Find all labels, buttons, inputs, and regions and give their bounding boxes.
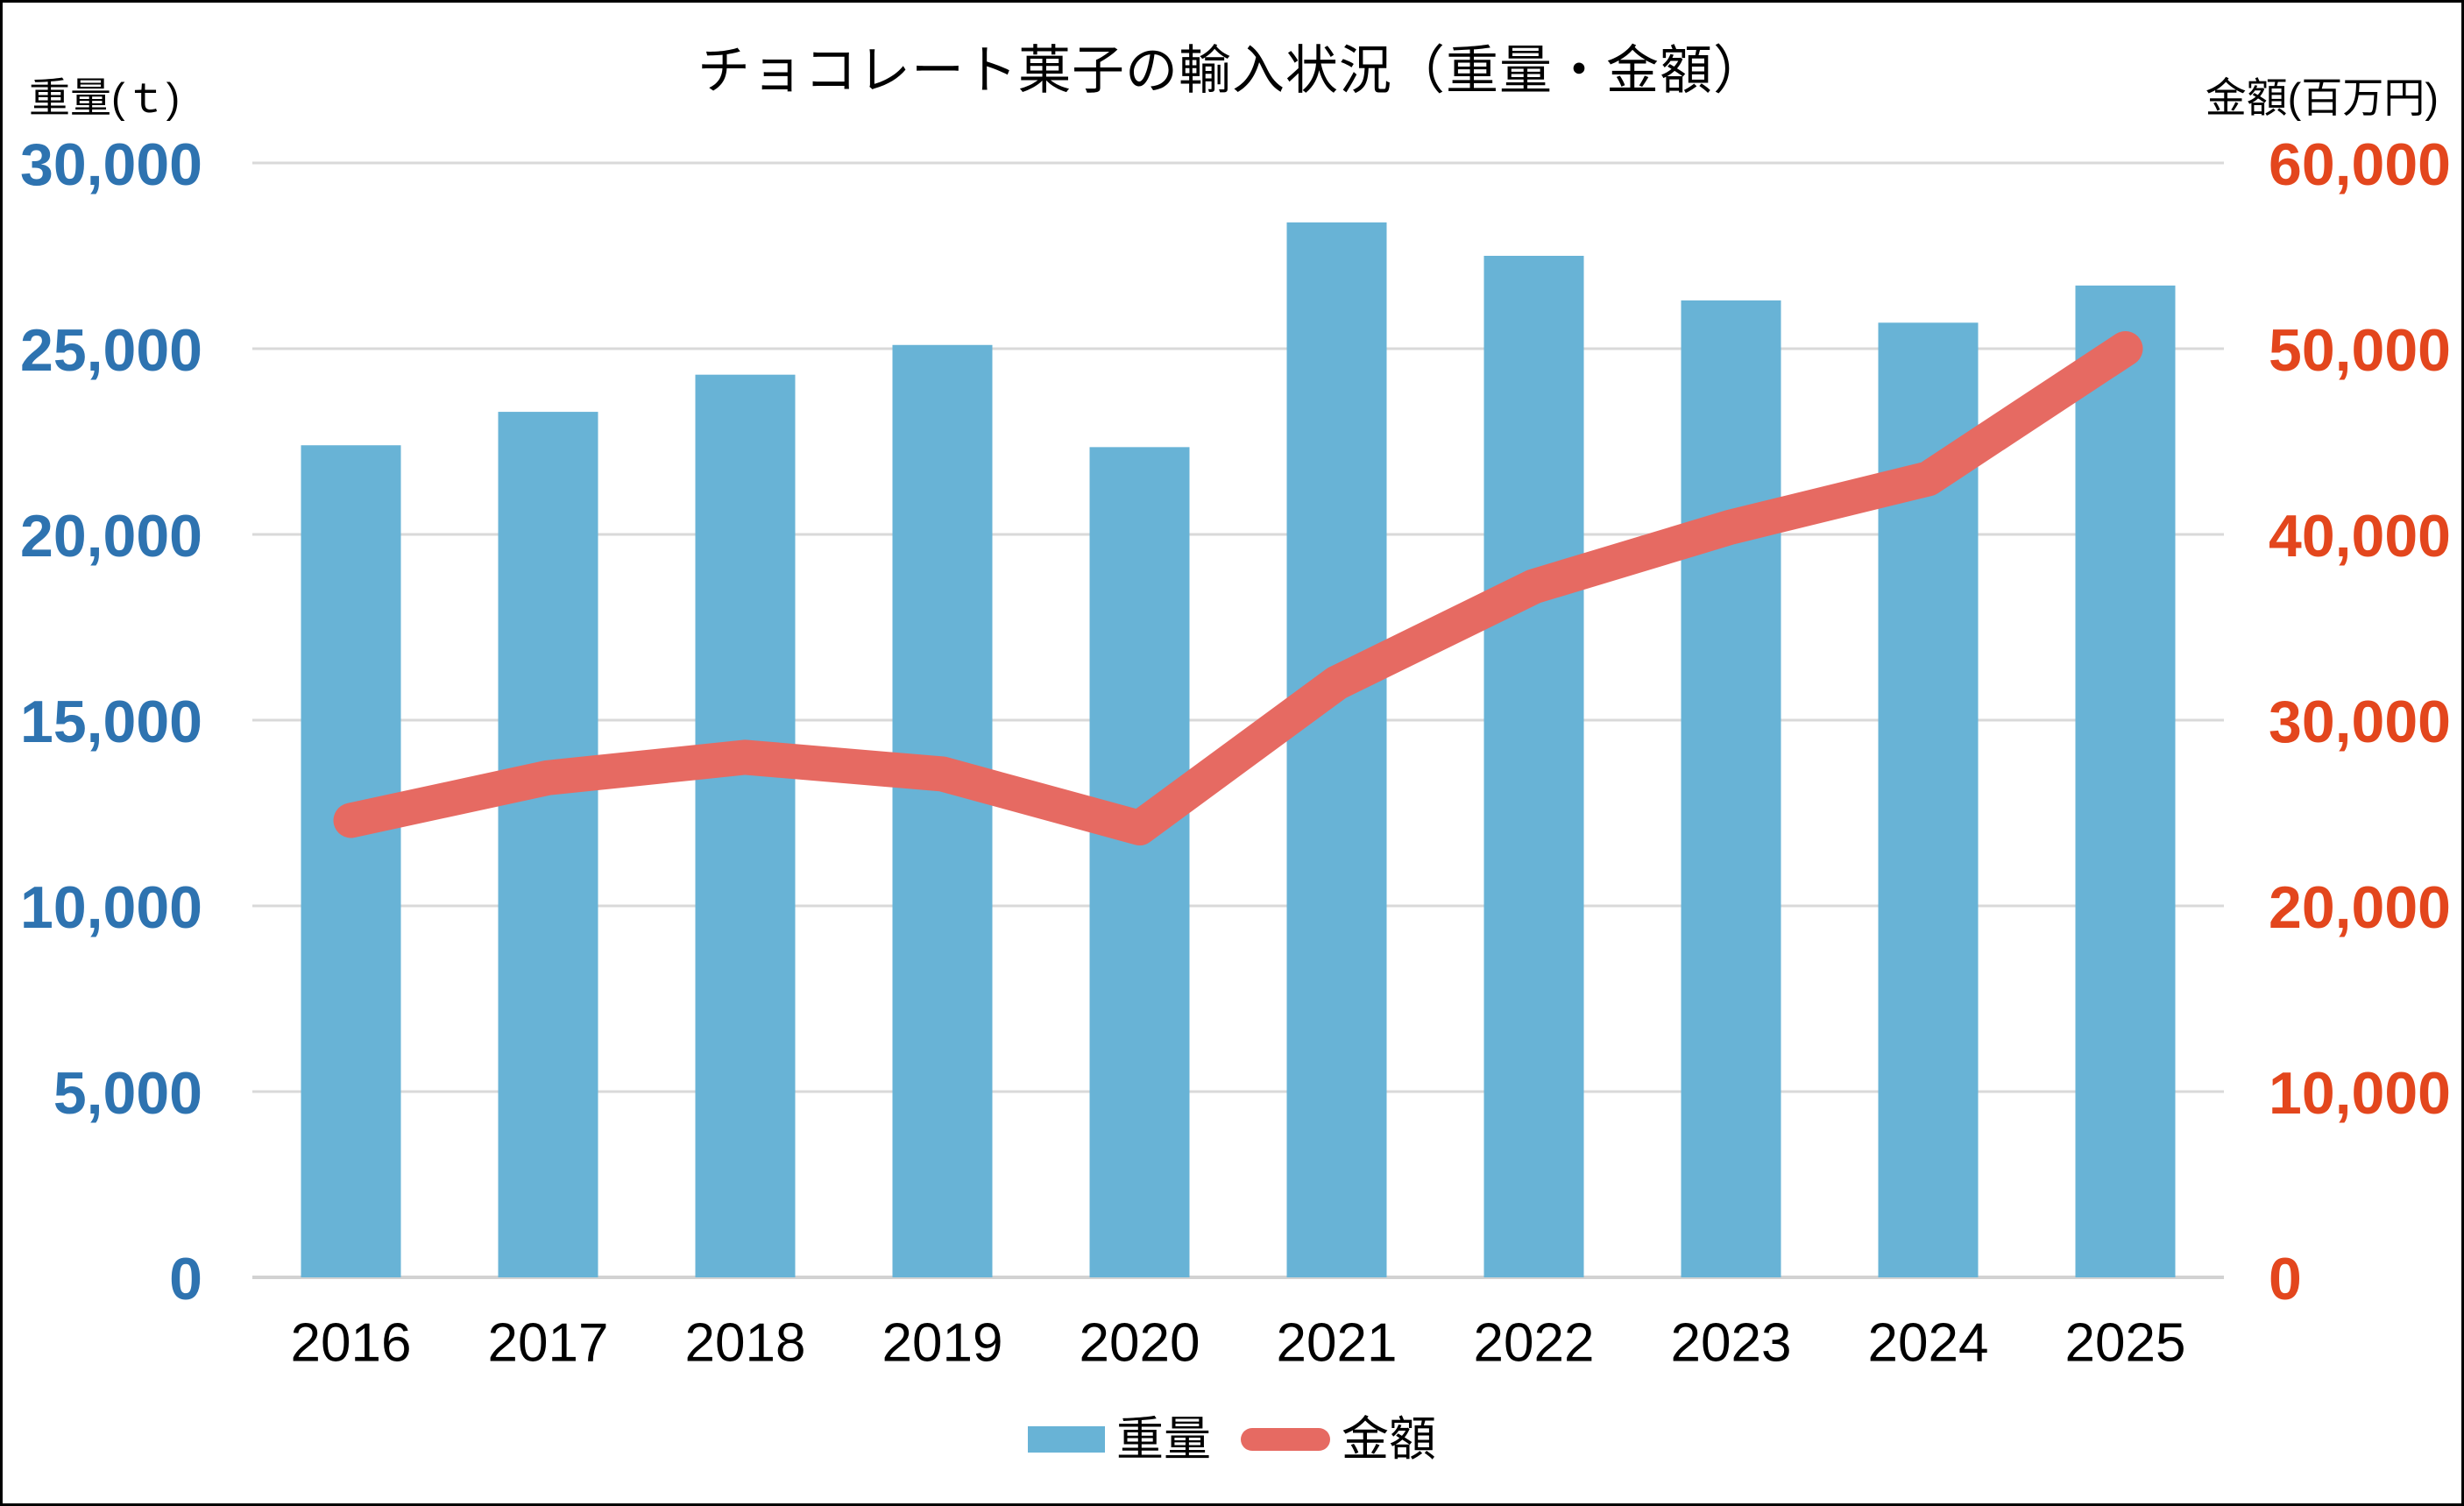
combo-chart-plot: 0 5,000 10,000 15,000 20,000 25,000 30,000 0 10,… [20, 131, 2451, 1374]
weight-series-swatch-icon [1028, 1426, 1105, 1453]
right-axis-tick-60,000: 60,000 [2269, 131, 2451, 198]
bar-2023 [1681, 300, 1781, 1277]
x-axis-label-2019: 2019 [882, 1313, 1003, 1374]
bar-2025 [2075, 285, 2176, 1277]
amount-line [333, 331, 2143, 845]
right-axis-tick-40,000: 40,000 [2269, 503, 2451, 569]
left-axis-tick-0: 0 [169, 1246, 202, 1312]
bar-2019 [892, 344, 993, 1277]
amount-series-label: 金額 [1342, 1413, 1436, 1466]
x-axis-label-2020: 2020 [1080, 1313, 1200, 1374]
left-axis-tick-25,000: 25,000 [20, 317, 202, 384]
bar-2020 [1089, 447, 1190, 1277]
right-axis-tick-0: 0 [2269, 1246, 2302, 1312]
right-axis-tick-10,000: 10,000 [2269, 1060, 2451, 1127]
left-axis-tick-20,000: 20,000 [20, 503, 202, 569]
legend-item-weight: 重量 [1028, 1413, 1211, 1466]
legend-item-amount: 金額 [1241, 1413, 1436, 1466]
x-axis-label-2024: 2024 [1868, 1313, 1989, 1374]
legend: 重量 金額 [3, 1404, 2461, 1474]
right-axis-unit-label: 金額(百万円) [2205, 74, 2439, 121]
left-axis-unit-label: 重量(ｔ) [29, 74, 181, 121]
left-axis-tick-15,000: 15,000 [20, 689, 202, 755]
x-axis-label-2022: 2022 [1474, 1313, 1595, 1374]
amount-series-line-icon [1241, 1428, 1330, 1451]
right-axis-tick-50,000: 50,000 [2269, 317, 2451, 384]
bar-2016 [301, 445, 401, 1277]
x-axis-label-2025: 2025 [2065, 1313, 2186, 1374]
bar-2022 [1483, 256, 1584, 1277]
right-axis-tick-30,000: 30,000 [2269, 689, 2451, 755]
x-axis-label-2021: 2021 [1277, 1313, 1398, 1374]
bar-2018 [695, 374, 796, 1278]
x-axis-label-2016: 2016 [291, 1313, 412, 1374]
right-axis-tick-20,000: 20,000 [2269, 874, 2451, 941]
chart-title: チョコレート菓子の輸入状況（重量・金額） [697, 41, 1767, 100]
bar-2017 [498, 412, 598, 1278]
x-axis-label-2017: 2017 [488, 1313, 609, 1374]
left-axis-tick-10,000: 10,000 [20, 874, 202, 941]
left-axis-tick-5,000: 5,000 [53, 1060, 202, 1127]
x-axis-label-2023: 2023 [1671, 1313, 1792, 1374]
bar-2021 [1286, 222, 1387, 1278]
left-axis-tick-30,000: 30,000 [20, 131, 202, 198]
weight-series-label: 重量 [1116, 1413, 1211, 1466]
x-axis-label-2018: 2018 [685, 1313, 806, 1374]
